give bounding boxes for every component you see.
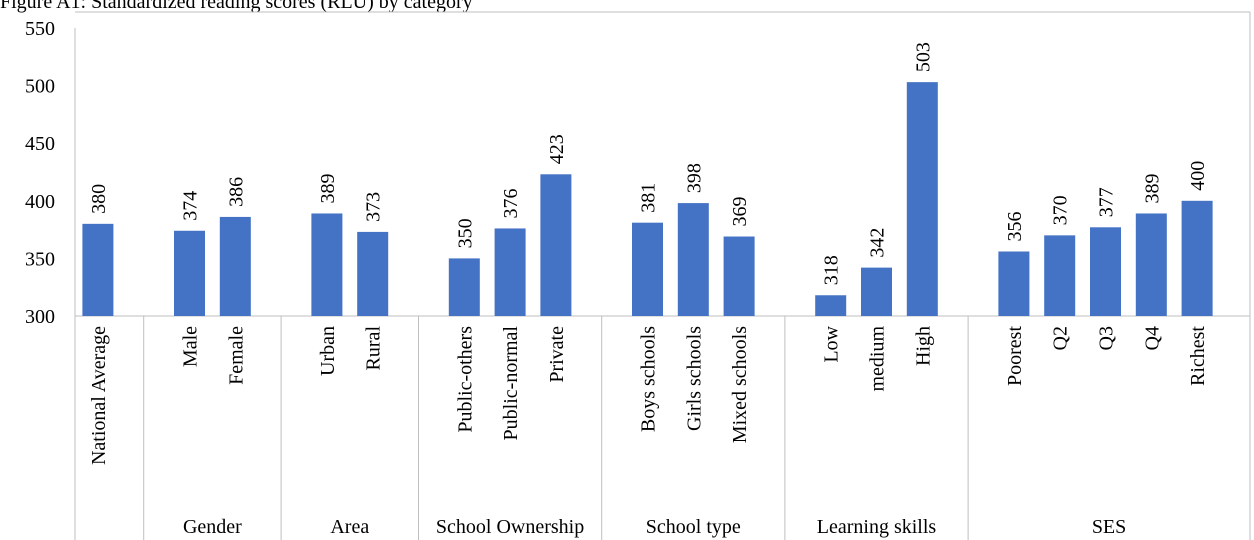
category-label: Q2 xyxy=(1050,326,1072,350)
data-label: 423 xyxy=(546,134,568,164)
bar xyxy=(632,222,663,316)
bar xyxy=(1090,227,1121,316)
bar xyxy=(815,295,847,316)
data-label: 400 xyxy=(1187,161,1209,191)
data-label: 377 xyxy=(1096,187,1118,217)
data-label: 374 xyxy=(180,191,202,221)
bar xyxy=(1044,235,1076,316)
category-label: Rural xyxy=(363,326,385,371)
group-labels: Gender Area School Ownership School type Lea… xyxy=(183,516,1126,538)
category-label: medium xyxy=(867,326,889,392)
data-label: 369 xyxy=(729,197,751,227)
bar xyxy=(723,236,755,316)
category-label: Female xyxy=(225,326,247,385)
data-label: 350 xyxy=(454,218,476,248)
category-label: Public-normal xyxy=(500,326,522,441)
data-label: 380 xyxy=(88,184,110,214)
category-label: Mixed schools xyxy=(729,326,751,443)
category-labels: National Average Male Female Urban Rural Publ… xyxy=(88,325,1209,465)
data-label: 398 xyxy=(683,163,705,193)
data-label: 389 xyxy=(317,173,339,203)
data-label: 342 xyxy=(867,228,889,258)
category-label: Richest xyxy=(1187,326,1209,386)
y-tick-label: 550 xyxy=(25,18,55,40)
category-label: Poorest xyxy=(1004,326,1026,386)
group-label: SES xyxy=(1092,516,1126,538)
category-label: Male xyxy=(180,326,202,367)
category-label: Q4 xyxy=(1141,326,1163,350)
group-label: Area xyxy=(330,516,369,538)
bar xyxy=(448,258,480,316)
data-label: 373 xyxy=(363,192,385,222)
y-axis: 300 350 400 450 500 550 xyxy=(25,18,55,328)
bar xyxy=(677,203,709,316)
bar xyxy=(494,228,526,316)
data-label: 370 xyxy=(1050,195,1072,225)
data-labels: 380 374 386 389 373 350 376 423 381 398 369 318 342 5… xyxy=(88,42,1209,285)
bars xyxy=(82,82,1213,316)
y-tick-label: 450 xyxy=(25,133,55,155)
bar xyxy=(1135,213,1167,316)
data-label: 503 xyxy=(912,42,934,72)
data-label: 318 xyxy=(821,255,843,285)
y-tick-label: 400 xyxy=(25,191,55,213)
data-label: 386 xyxy=(225,177,247,207)
bar xyxy=(82,223,114,316)
data-label: 376 xyxy=(500,188,522,218)
category-label: High xyxy=(912,326,934,366)
bar xyxy=(1181,200,1213,316)
category-label: Girls schools xyxy=(683,326,705,431)
chart-title: Figure A1: Standardized reading scores (… xyxy=(0,0,473,13)
bar xyxy=(219,216,251,316)
bar xyxy=(357,231,389,316)
bar xyxy=(906,82,938,316)
bar xyxy=(998,251,1030,316)
data-label: 381 xyxy=(638,183,660,213)
group-label: School type xyxy=(646,516,741,538)
bar xyxy=(311,213,343,316)
group-label: School Ownership xyxy=(436,516,584,538)
data-label: 389 xyxy=(1141,173,1163,203)
y-tick-label: 500 xyxy=(25,76,55,98)
data-label: 356 xyxy=(1004,211,1026,241)
bar xyxy=(540,174,572,316)
bar xyxy=(861,267,892,316)
category-label: Q3 xyxy=(1096,326,1118,350)
category-label: Low xyxy=(821,325,843,362)
group-label: Gender xyxy=(183,516,242,538)
category-label: Boys schools xyxy=(638,326,660,432)
category-label: Urban xyxy=(317,326,339,376)
category-label: Private xyxy=(546,326,568,383)
y-tick-label: 300 xyxy=(25,306,55,328)
category-label: Public-others xyxy=(454,326,476,433)
group-label: Learning skills xyxy=(817,516,937,538)
category-label: National Average xyxy=(88,326,110,465)
bar xyxy=(174,230,205,316)
y-tick-label: 350 xyxy=(25,248,55,270)
